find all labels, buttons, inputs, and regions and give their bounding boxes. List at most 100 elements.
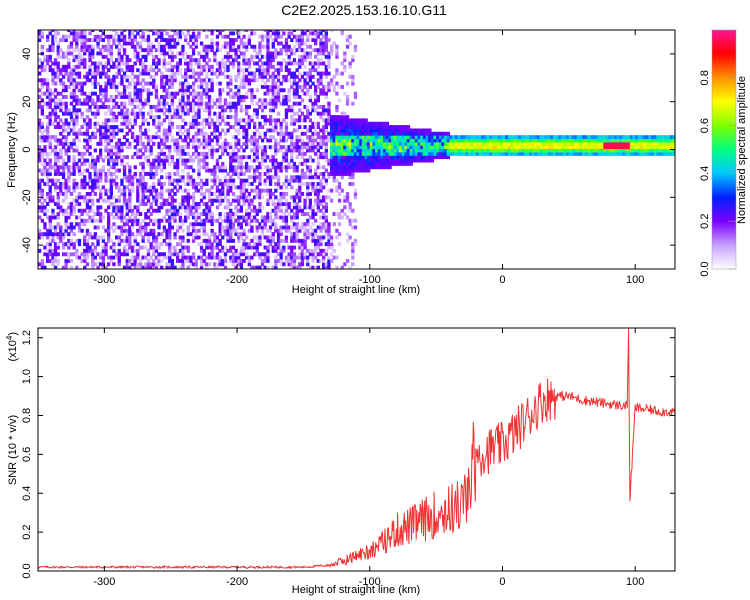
- heatmap-cell: [122, 51, 127, 56]
- heatmap-cell: [72, 88, 76, 93]
- heatmap-cell: [223, 265, 228, 269]
- heatmap-cell: [120, 121, 124, 126]
- heatmap-cell: [253, 252, 257, 257]
- heatmap-cell: [112, 222, 116, 227]
- heatmap-cell: [322, 91, 326, 96]
- heatmap-cell: [72, 141, 76, 146]
- heatmap-cell: [64, 68, 68, 73]
- heatmap-cell: [69, 111, 74, 116]
- heatmap-cell: [274, 34, 278, 39]
- heatmap-cell: [149, 168, 153, 173]
- heatmap-cell: [231, 48, 236, 53]
- heatmap-cell: [115, 225, 119, 230]
- heatmap-cell: [276, 205, 281, 210]
- heatmap-cell: [107, 51, 111, 56]
- heatmap-cell: [176, 242, 180, 247]
- heatmap-cell: [335, 188, 339, 193]
- heatmap-cell: [308, 232, 312, 237]
- heatmap-cell: [83, 242, 87, 247]
- heatmap-cell: [303, 222, 307, 227]
- heatmap-cell: [330, 141, 334, 146]
- heatmap-cell: [157, 158, 161, 163]
- heatmap-cell: [215, 105, 220, 109]
- heatmap-cell: [194, 212, 198, 216]
- heatmap-cell: [324, 252, 328, 257]
- heatmap-cell: [83, 64, 87, 69]
- heatmap-cell: [308, 141, 312, 146]
- heatmap-cell: [226, 34, 230, 39]
- heatmap-cell: [144, 232, 148, 237]
- heatmap-cell: [144, 195, 148, 200]
- heatmap-cell: [268, 108, 273, 113]
- heatmap-cell: [279, 192, 283, 196]
- heatmap-cell: [181, 175, 185, 180]
- heatmap-cell: [335, 91, 339, 96]
- heatmap-cell: [332, 151, 336, 156]
- heatmap-cell: [223, 108, 228, 113]
- heatmap-cell: [189, 165, 193, 170]
- heatmap-cell: [181, 195, 185, 200]
- heatmap-cell: [271, 218, 275, 223]
- heatmap-cell: [205, 208, 209, 213]
- heatmap-cell: [383, 135, 387, 140]
- heatmap-cell: [117, 51, 121, 56]
- heatmap-cell: [176, 188, 180, 193]
- heatmap-cell: [43, 161, 47, 166]
- heatmap-cell: [189, 121, 193, 126]
- heatmap-cell: [290, 81, 294, 86]
- heatmap-cell: [292, 61, 297, 66]
- heatmap-cell: [263, 188, 267, 193]
- heatmap-cell: [258, 58, 262, 63]
- heatmap-cell: [282, 131, 286, 136]
- heatmap-cell: [242, 98, 246, 103]
- heatmap-cell: [237, 165, 241, 170]
- heatmap-cell: [85, 245, 90, 250]
- heatmap-cell: [69, 202, 74, 206]
- heatmap-cell: [401, 158, 405, 163]
- heatmap-cell: [165, 265, 169, 269]
- heatmap-cell: [48, 118, 52, 123]
- heatmap-cell: [99, 85, 103, 89]
- heatmap-cell: [170, 98, 174, 103]
- heatmap-cell: [229, 141, 233, 146]
- heatmap-cell: [263, 225, 267, 230]
- heatmap-cell: [38, 105, 42, 109]
- heatmap-cell: [178, 205, 182, 210]
- heatmap-cell: [205, 48, 209, 53]
- heatmap-cell: [300, 145, 305, 150]
- heatmap-cell: [125, 85, 129, 89]
- heatmap-cell: [170, 125, 174, 129]
- heatmap-cell: [165, 208, 169, 213]
- heatmap-cell: [130, 68, 135, 73]
- heatmap-cell: [46, 242, 50, 247]
- heatmap-cell: [237, 222, 241, 227]
- heatmap-cell: [93, 178, 97, 183]
- heatmap-cell: [316, 78, 320, 83]
- heatmap-cell: [162, 198, 166, 203]
- heatmap-cell: [202, 131, 206, 136]
- heatmap-cell: [69, 145, 74, 150]
- heatmap-cell: [327, 135, 331, 140]
- heatmap-cell: [308, 192, 312, 196]
- heatmap-cell: [64, 64, 68, 69]
- heatmap-cell: [130, 38, 135, 42]
- heatmap-cell: [173, 30, 177, 32]
- heatmap-cell: [367, 161, 371, 166]
- heatmap-cell: [77, 58, 82, 63]
- heatmap-cell: [138, 44, 143, 49]
- heatmap-cell: [56, 98, 60, 103]
- heatmap-cell: [59, 182, 63, 186]
- heatmap-cell: [56, 125, 60, 129]
- heatmap-cell: [165, 255, 169, 260]
- heatmap-cell: [292, 71, 297, 76]
- heatmap-cell: [146, 44, 151, 49]
- heatmap-cell: [176, 115, 180, 119]
- heatmap-cell: [96, 61, 100, 66]
- heatmap-cell: [138, 188, 143, 193]
- heatmap-cell: [69, 81, 74, 86]
- heatmap-cell: [276, 252, 281, 257]
- heatmap-cell: [361, 168, 366, 173]
- heatmap-cell: [75, 48, 79, 53]
- heatmap-cell: [401, 148, 405, 153]
- heatmap-cell: [239, 252, 243, 257]
